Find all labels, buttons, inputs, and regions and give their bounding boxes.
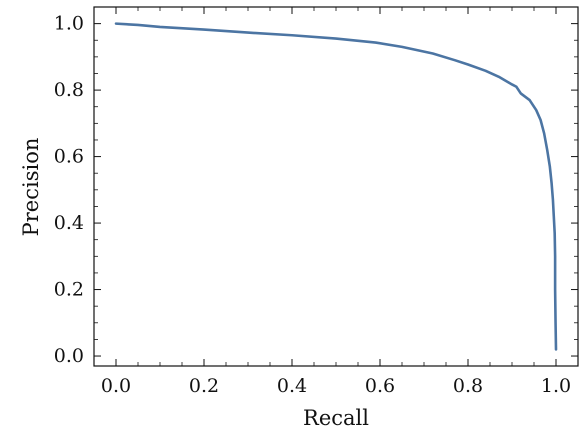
- y-tick-label: 0.0: [54, 345, 84, 367]
- ticks-layer: [93, 6, 579, 366]
- x-tick-label: 0.8: [453, 375, 483, 397]
- x-tick-label: 0.0: [101, 375, 131, 397]
- x-tick-label: 0.6: [365, 375, 395, 397]
- x-tick-label: 0.2: [189, 375, 219, 397]
- series-layer: [114, 22, 558, 351]
- x-axis-title: Recall: [303, 406, 369, 430]
- y-tick-label: 1.0: [54, 13, 84, 35]
- y-tick-label: 0.6: [54, 146, 84, 168]
- y-axis-title: Precision: [19, 138, 43, 237]
- y-tick-label: 0.8: [54, 79, 84, 101]
- y-tick-label: 0.2: [54, 279, 84, 301]
- precision-recall-curve: [114, 22, 558, 351]
- tick-labels-layer: 0.0 0.2 0.4 0.6 0.8 1.0 0.0 0.2 0.4 0.6 0.8 1.0: [54, 13, 571, 397]
- x-tick-label: 1.0: [541, 375, 571, 397]
- y-tick-label: 0.4: [54, 212, 84, 234]
- x-tick-label: 0.4: [277, 375, 307, 397]
- plot-frame: [93, 6, 579, 367]
